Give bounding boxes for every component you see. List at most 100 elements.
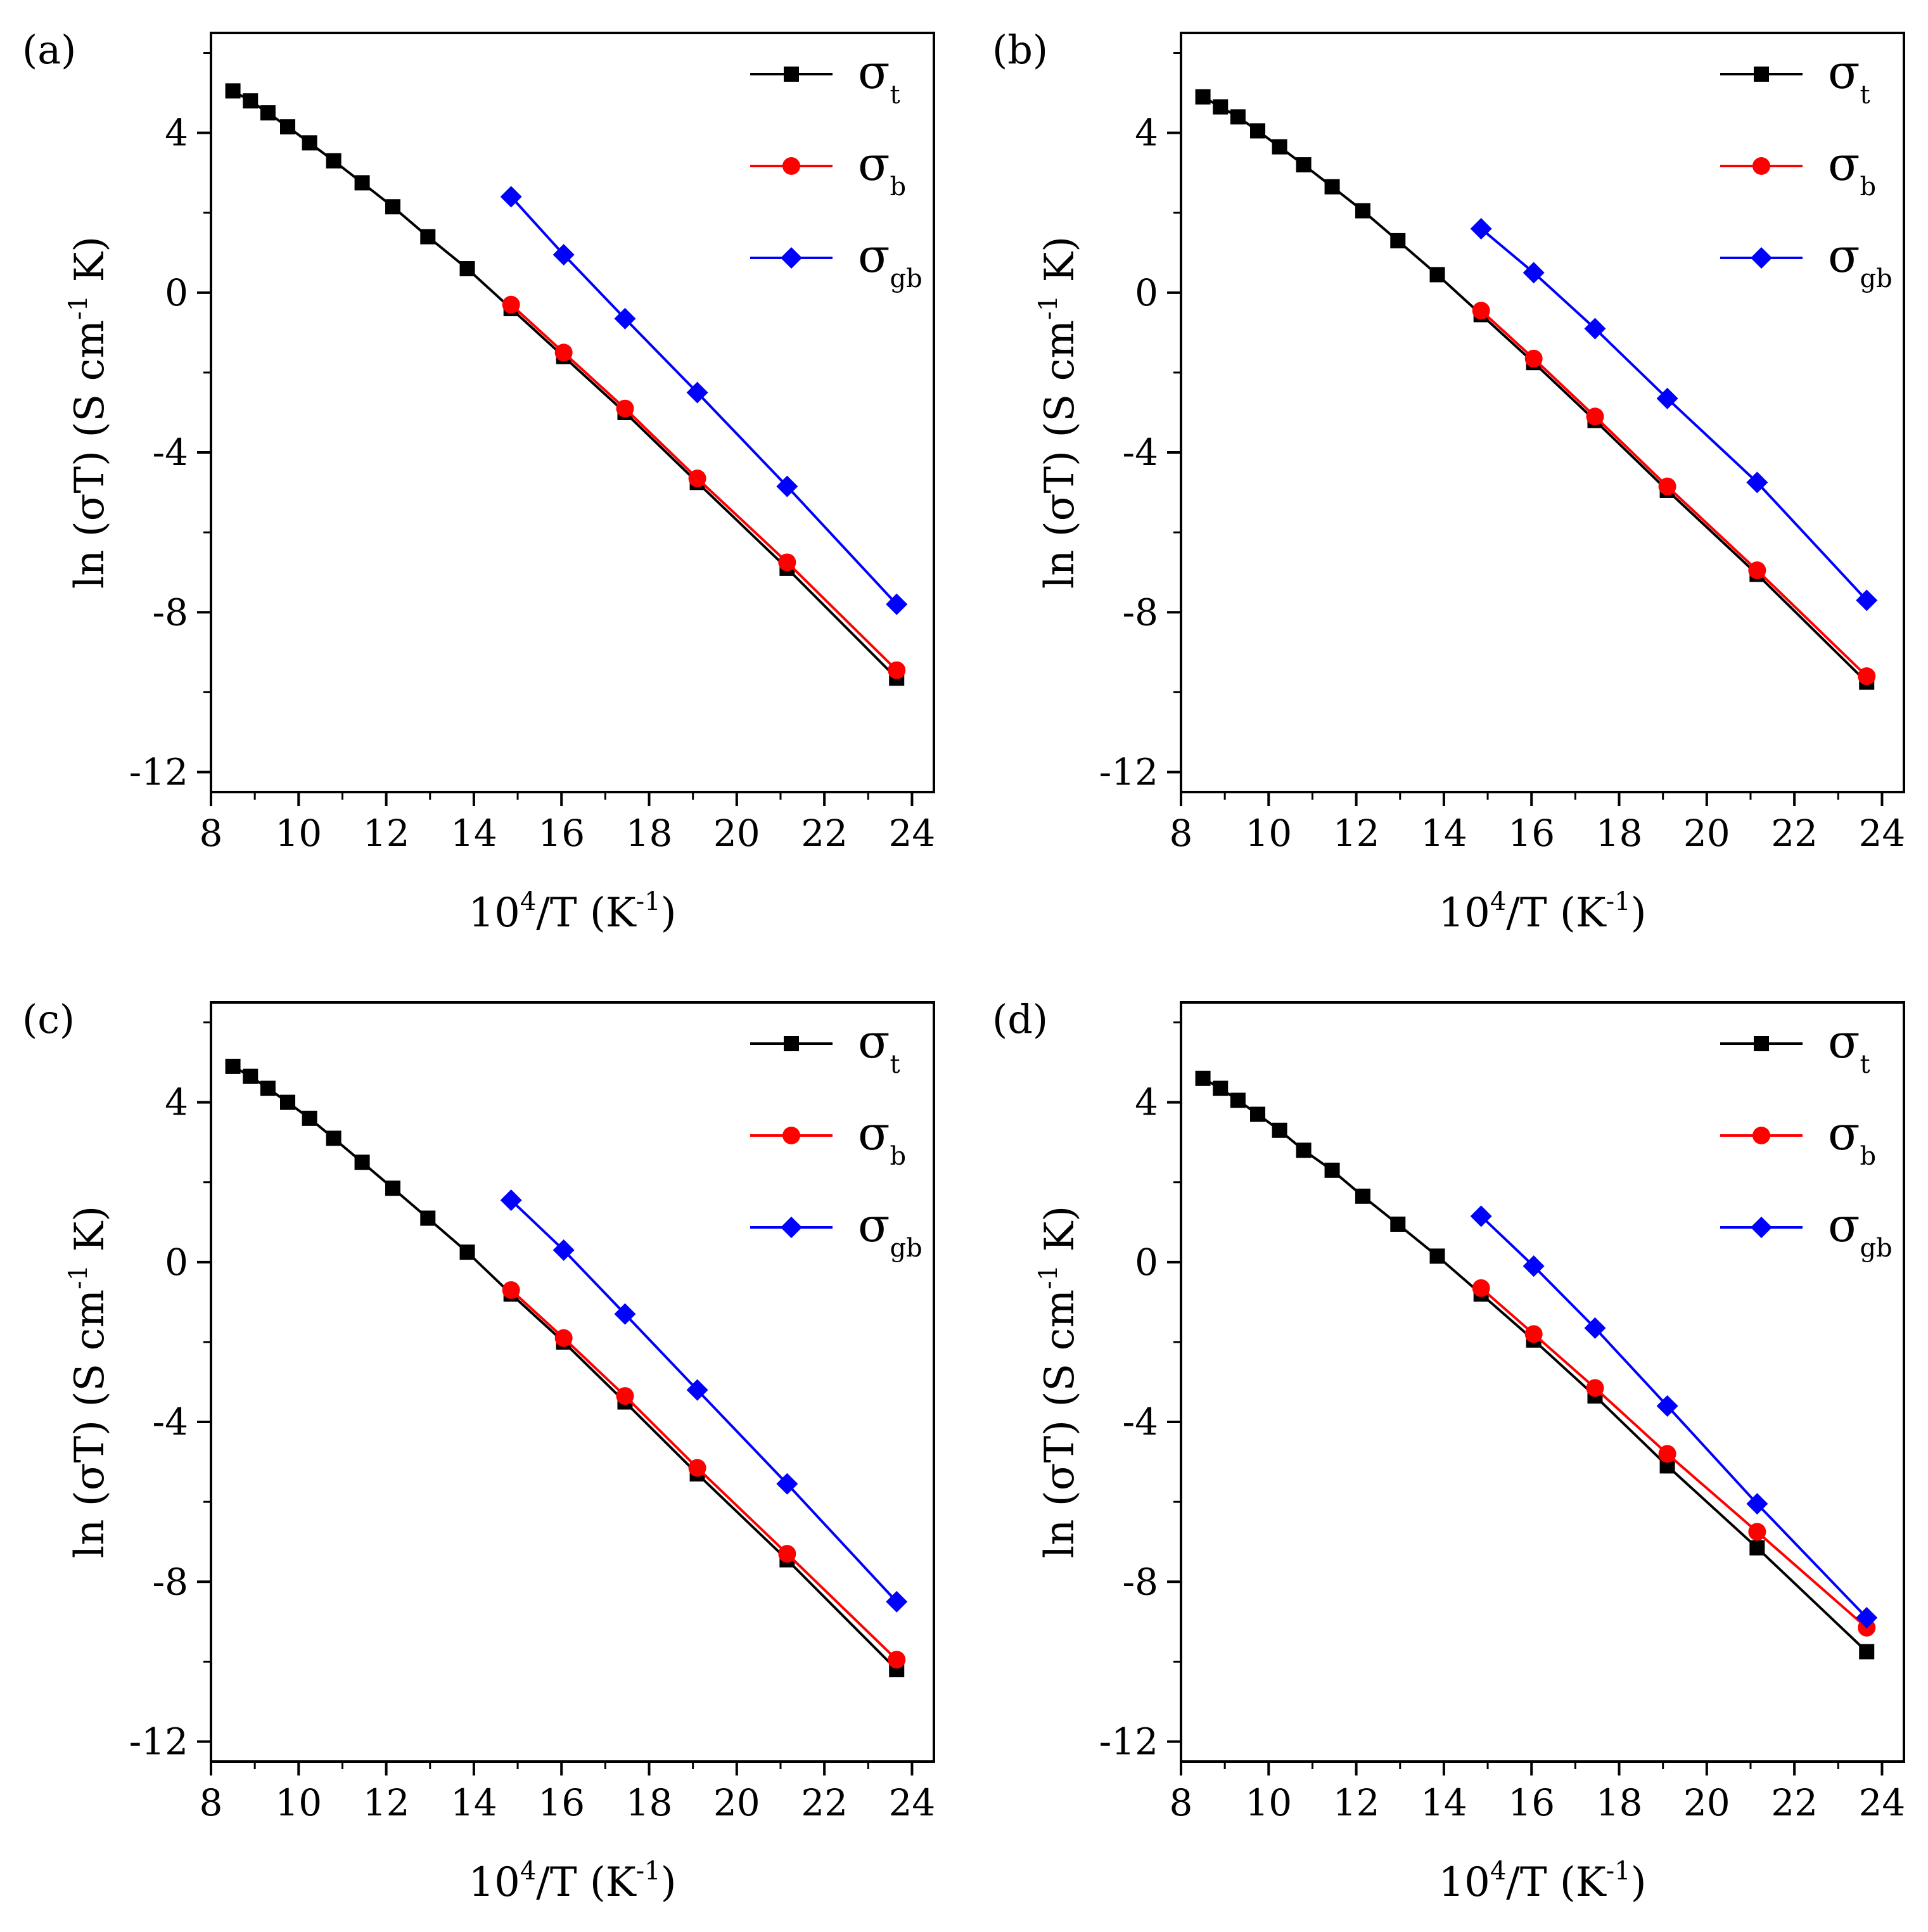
data-point-t — [1749, 1540, 1765, 1556]
data-point-b — [778, 1545, 796, 1563]
legend-label-t: σt — [1828, 45, 1870, 110]
data-point-t — [225, 1058, 241, 1074]
legend-label-gb: σgb — [1828, 229, 1893, 293]
legend-label-t: σt — [858, 45, 900, 110]
data-point-t — [1272, 1122, 1287, 1138]
data-point-b — [888, 1651, 906, 1669]
data-point-b — [778, 553, 796, 572]
data-point-t — [1230, 1092, 1246, 1108]
x-axis-title: 104/T (K-1) — [468, 1857, 676, 1906]
y-tick-label: 0 — [1135, 1241, 1158, 1284]
data-point-b — [616, 1387, 634, 1405]
data-point-t — [243, 1068, 259, 1084]
data-point-b — [1472, 302, 1490, 320]
series-line-gb — [510, 1199, 898, 1603]
data-point-t — [1390, 233, 1406, 248]
x-tick-label: 8 — [1170, 1781, 1193, 1824]
data-point-t — [280, 1094, 296, 1110]
data-point-b — [688, 1459, 706, 1477]
data-point-t — [459, 1244, 475, 1260]
y-tick-label: 0 — [165, 271, 188, 314]
x-tick-label: 12 — [1333, 1781, 1380, 1824]
legend-marker-t — [1754, 67, 1769, 82]
x-tick-label: 22 — [801, 1781, 848, 1824]
data-point-gb — [1470, 1205, 1492, 1227]
data-point-t — [1324, 179, 1340, 195]
data-point-t — [280, 119, 296, 135]
legend-marker-gb — [781, 1217, 802, 1238]
x-tick-label: 24 — [1859, 812, 1906, 855]
legend-label-b: σb — [858, 1106, 906, 1171]
data-point-t — [1429, 1248, 1445, 1264]
data-point-t — [1230, 109, 1246, 125]
series-line-t — [1202, 1077, 1868, 1653]
plot-frame — [210, 1001, 935, 1763]
x-tick-label: 8 — [200, 812, 223, 855]
data-point-t — [1355, 203, 1370, 219]
data-point-t — [1296, 157, 1312, 173]
data-point-gb — [1523, 262, 1545, 284]
x-tick-label: 16 — [538, 812, 585, 855]
legend-marker-gb — [1751, 247, 1772, 269]
x-tick-label: 16 — [1508, 1781, 1555, 1824]
legend-label-b: σb — [858, 137, 906, 202]
series-line-b — [1480, 1287, 1868, 1629]
data-point-gb — [886, 593, 908, 615]
data-point-gb — [1470, 217, 1492, 240]
data-point-b — [888, 661, 906, 679]
legend-marker-b — [782, 1127, 800, 1144]
data-point-t — [354, 175, 370, 191]
data-point-b — [1586, 1379, 1604, 1397]
data-point-t — [385, 1180, 400, 1196]
x-tick-label: 10 — [1245, 1781, 1292, 1824]
data-point-t — [1250, 1106, 1266, 1122]
legend-label-b: σb — [1828, 137, 1876, 202]
data-point-t — [302, 135, 317, 151]
y-tick-label: 4 — [1135, 1081, 1158, 1124]
y-tick-label: -8 — [1123, 591, 1159, 634]
data-point-t — [354, 1155, 370, 1170]
panel-d: 8 10 12 14 16 18 20 22 24 -12 -8 -4 0 4 104/T (K-1) ln … — [992, 996, 1905, 1906]
data-point-gb — [886, 1590, 908, 1613]
series-line-t — [232, 89, 898, 679]
y-tick-label: -4 — [153, 1400, 189, 1443]
x-tick-label: 8 — [200, 1781, 223, 1824]
y-axis-title: ln (σT) (S cm-1 K) — [1034, 1206, 1083, 1558]
series-line-b — [510, 304, 898, 672]
y-tick-label: -8 — [153, 591, 189, 634]
y-tick-label: -4 — [153, 431, 189, 474]
y-axis-title: ln (σT) (S cm-1 K) — [64, 1206, 113, 1558]
data-point-t — [225, 83, 241, 99]
x-tick-label: 20 — [1683, 1781, 1730, 1824]
data-point-b — [554, 343, 573, 362]
y-tick-label: -12 — [1099, 750, 1158, 793]
data-point-t — [326, 1130, 342, 1146]
data-point-t — [420, 229, 436, 245]
x-tick-label: 14 — [450, 1781, 497, 1824]
y-tick-label: 4 — [165, 1081, 188, 1124]
data-point-t — [459, 261, 475, 277]
data-point-gb — [1746, 471, 1768, 494]
data-point-gb — [686, 1379, 708, 1401]
legend-marker-gb — [1751, 1217, 1772, 1238]
data-point-t — [1390, 1216, 1406, 1232]
data-point-b — [1586, 407, 1604, 426]
series-line-t — [232, 1065, 898, 1671]
series-line-gb — [1480, 1215, 1868, 1619]
y-tick-label: -4 — [1123, 431, 1159, 474]
plot-frame — [1180, 32, 1905, 793]
data-point-t — [420, 1210, 436, 1226]
x-tick-label: 18 — [1596, 812, 1643, 855]
data-point-b — [688, 470, 706, 488]
data-point-b — [1524, 1325, 1543, 1343]
data-point-gb — [686, 381, 708, 404]
series-line-b — [1480, 309, 1868, 677]
data-point-b — [1658, 477, 1676, 496]
x-tick-label: 18 — [1596, 1781, 1643, 1824]
x-tick-label: 24 — [1859, 1781, 1906, 1824]
data-point-gb — [776, 1473, 798, 1495]
data-point-gb — [614, 1303, 636, 1325]
data-point-t — [243, 93, 259, 109]
panel-label: (b) — [992, 27, 1048, 73]
data-point-t — [1250, 123, 1266, 139]
